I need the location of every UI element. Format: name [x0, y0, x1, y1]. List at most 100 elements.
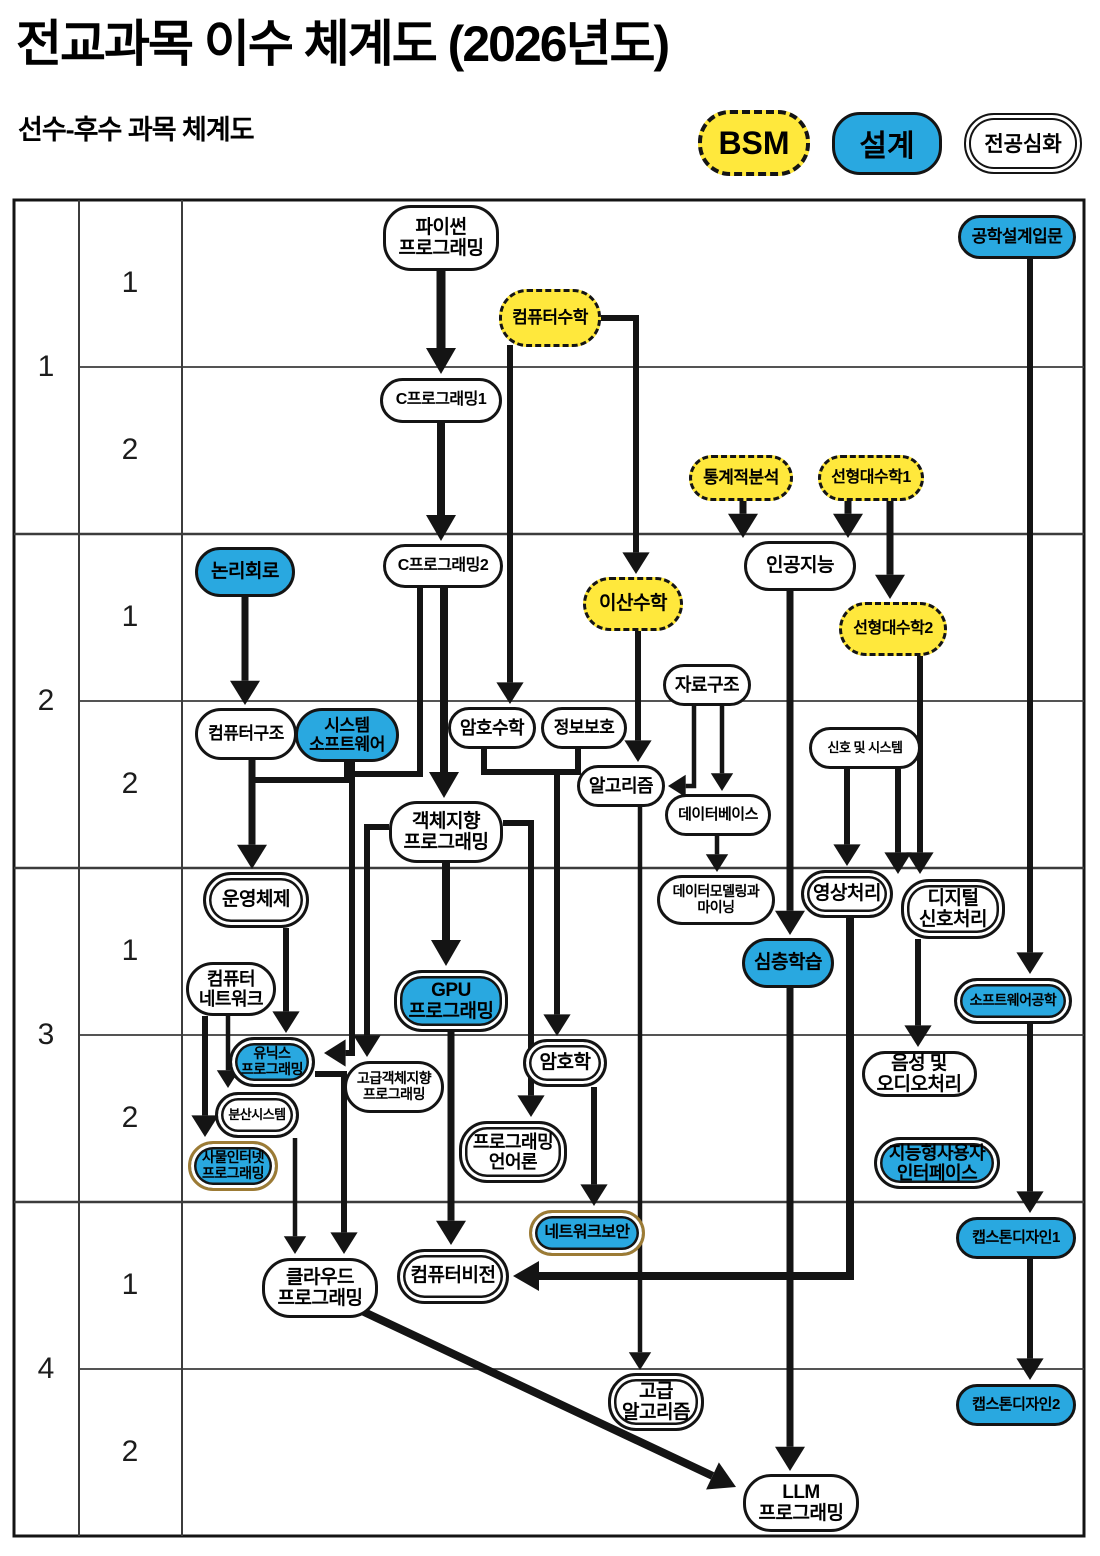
- course-node-stat: 통계적분석: [689, 455, 793, 501]
- year-label: 3: [37, 1018, 55, 1051]
- course-node-deep: 심층학습: [742, 938, 834, 988]
- course-node-sweng: 소프트웨어공학: [954, 978, 1072, 1024]
- course-node-capstone2: 캡스톤디자인2: [956, 1384, 1076, 1426]
- legend-advanced-major-pill: 전공심화: [964, 112, 1082, 174]
- legend-bsm-pill: BSM: [698, 110, 810, 176]
- course-node-label: 컴퓨터구조: [208, 724, 284, 744]
- course-node-advalgo: 고급 알고리즘: [608, 1373, 704, 1431]
- course-node-label: 컴퓨터수학: [512, 308, 588, 328]
- course-node-db: 데이터베이스: [665, 794, 771, 836]
- course-node-label: C프로그래밍2: [397, 556, 489, 574]
- semester-label: 2: [121, 433, 139, 466]
- course-node-label: 고급: [639, 1380, 673, 1402]
- edge-imgproc-to-cv: [513, 918, 854, 1291]
- edge-os-to-unix: [272, 928, 300, 1033]
- course-node-logic: 논리회로: [195, 547, 295, 597]
- course-node-cryptomath: 암호수학: [448, 707, 536, 749]
- course-node-label: 영상처리: [813, 883, 881, 905]
- edge-cprog2-to-unix: [352, 588, 423, 777]
- edge-oop-to-advoop: [353, 824, 389, 1057]
- edge-distsys-to-cloud: [283, 1138, 307, 1254]
- course-node-label: C프로그래밍1: [395, 390, 487, 408]
- course-node-linalg2: 선형대수학2: [839, 602, 947, 656]
- course-node-label: 암호학: [539, 1052, 591, 1074]
- course-node-os: 운영체제: [203, 872, 309, 928]
- course-node-label: 컴퓨터: [206, 968, 256, 989]
- semester-label: 1: [121, 1268, 139, 1301]
- course-node-algo: 알고리즘: [577, 765, 665, 807]
- edge-discrete-to-algo: [624, 631, 652, 762]
- course-node-label: 선형대수학2: [853, 619, 933, 637]
- course-node-label: 유닉스: [253, 1045, 291, 1062]
- course-node-ai: 인공지능: [744, 541, 856, 591]
- course-node-label: 파이썬: [415, 216, 467, 238]
- edge-unix-to-cloud: [315, 1071, 358, 1254]
- course-node-label: 캡스톤디자인1: [972, 1228, 1060, 1246]
- course-node-pltheory: 프로그래밍 언어론: [459, 1121, 567, 1183]
- course-node-label: 통계적분석: [703, 468, 779, 488]
- edge-cprog2-to-oop: [429, 588, 459, 798]
- edge-oop-to-pltheory: [503, 820, 545, 1117]
- course-node-label: 신호처리: [919, 909, 987, 930]
- edge-cprog1-to-cprog2: [426, 423, 456, 541]
- page-subtitle: 선수-후수 과목 체계도: [18, 115, 255, 145]
- edge-ai-to-deep: [775, 591, 805, 935]
- course-node-imgproc: 영상처리: [801, 870, 893, 918]
- course-node-label: 데이터모델링과: [672, 883, 760, 900]
- edge-infosec-to-crypto: [481, 749, 581, 775]
- table-grid: [12, 198, 1086, 1538]
- course-node-cprog1: C프로그래밍1: [380, 377, 502, 423]
- course-node-label: 고급객체지향: [356, 1070, 432, 1087]
- course-node-label: 프로그래밍: [241, 1061, 303, 1077]
- course-node-label: 논리회로: [211, 561, 279, 583]
- course-node-discrete: 이산수학: [583, 577, 683, 631]
- course-node-sigsys: 신호 및 시스템: [809, 727, 921, 769]
- edge-compnet-to-iot: [191, 1016, 219, 1137]
- course-node-label: 언어론: [488, 1152, 538, 1172]
- course-node-unix: 유닉스 프로그래밍: [229, 1037, 315, 1087]
- course-node-label: 선형대수학1: [831, 468, 911, 486]
- course-node-label: 캡스톤디자인2: [972, 1395, 1060, 1413]
- edge-syssw-to-os: [252, 762, 350, 783]
- course-node-label: GPU: [431, 979, 471, 1001]
- edge-gpu-to-cv: [436, 1032, 466, 1245]
- edge-comparch-to-os: [237, 760, 267, 869]
- edge-linalg1-to-ai: [833, 501, 863, 538]
- course-node-linalg1: 선형대수학1: [818, 455, 924, 501]
- edge-python-to-cprog1: [426, 271, 456, 374]
- course-node-label: 알고리즘: [622, 1402, 690, 1423]
- course-node-label: 네트워크: [198, 989, 264, 1009]
- course-node-label: 컴퓨터비전: [410, 1265, 496, 1287]
- course-node-label: 소프트웨어: [309, 735, 385, 754]
- course-node-label: 소프트웨어공학: [969, 992, 1057, 1009]
- course-node-label: 프로그래밍: [403, 832, 489, 853]
- course-node-comparch: 컴퓨터구조: [195, 708, 297, 760]
- course-node-syssw: 시스템 소프트웨어: [295, 708, 399, 762]
- course-node-gpu: GPU 프로그래밍: [394, 970, 508, 1032]
- course-node-label: 프로그래밍: [277, 1288, 363, 1309]
- edge-sigsys-to-imgproc: [833, 769, 861, 866]
- edge-compmath-to-cryptomath: [496, 345, 524, 704]
- edge-algo-to-advalgo: [628, 807, 652, 1370]
- course-node-label: 사물인터넷: [202, 1149, 264, 1166]
- course-node-label: LLM: [782, 1481, 820, 1503]
- course-node-label: 인공지능: [766, 555, 834, 577]
- edge-stat-to-ai: [728, 501, 758, 538]
- edge-cloud-to-llm: [360, 1307, 736, 1490]
- semester-label: 1: [121, 600, 139, 633]
- course-node-label: 프로그래밍: [758, 1503, 844, 1524]
- course-node-capstone1: 캡스톤디자인1: [956, 1217, 1076, 1259]
- legend-design-pill: 설계: [832, 111, 942, 175]
- course-node-cprog2: C프로그래밍2: [383, 544, 503, 588]
- course-node-label: 지능형사용자: [888, 1142, 986, 1163]
- course-node-label: 시스템: [324, 715, 370, 735]
- course-node-python: 파이썬 프로그래밍: [383, 205, 499, 271]
- course-node-label: 클라우드: [286, 1266, 354, 1288]
- course-node-label: 알고리즘: [588, 775, 654, 796]
- semester-label: 2: [121, 1435, 139, 1468]
- edge-sweng-to-capstone1: [1016, 1024, 1044, 1213]
- course-node-label: 프로그래밍: [472, 1131, 554, 1152]
- course-node-label: 운영체제: [222, 889, 290, 911]
